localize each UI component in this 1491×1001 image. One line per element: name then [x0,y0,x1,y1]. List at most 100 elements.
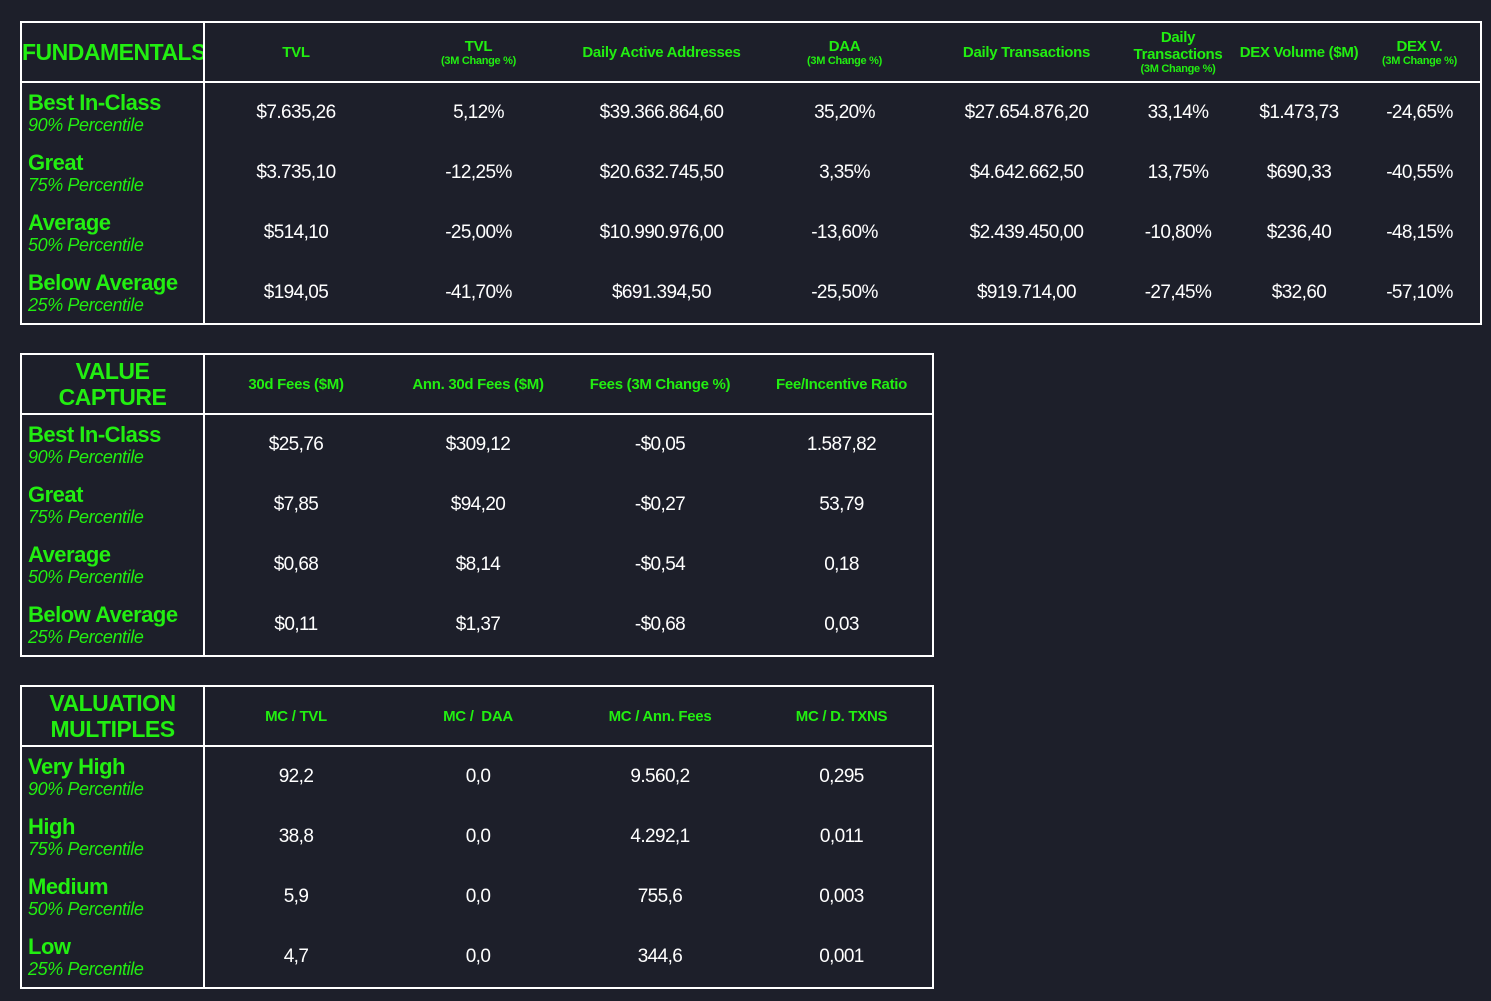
table-cell: 0,0 [465,946,491,967]
table-row: Average 50% Percentile $0,68 $8,14 -$0,54… [21,535,933,595]
valuation-multiples-header-row: VALUATION MULTIPLES MC / TVL MC / DAA MC… [21,686,933,746]
table-cell: 0,18 [824,554,859,575]
table-cell: -41,70% [445,282,512,303]
value-capture-title: VALUE CAPTURE [21,354,205,414]
table-cell: -$0,05 [634,434,686,455]
table-cell: $309,12 [445,434,511,455]
row-label: Below Average 25% Percentile [21,595,205,656]
column-header: Fee/Incentive Ratio [775,375,907,393]
row-label: Best In-Class 90% Percentile [21,82,205,143]
column-header: MC / Ann. Fees [608,707,712,725]
column-header: Daily Transactions (3M Change %) [1133,29,1223,75]
table-cell: $32,60 [1271,282,1327,303]
column-header: TVL [282,43,310,61]
table-cell: $2.439.450,00 [969,222,1084,243]
table-cell: 0,0 [465,886,491,907]
table-row: Great 75% Percentile $3.735,10 -12,25% $2… [21,143,1481,203]
table-row: Best In-Class 90% Percentile $25,76 $309,… [21,414,933,475]
table-cell: 53,79 [819,494,864,515]
table-row: High 75% Percentile 38,8 0,0 4.292,1 0,01… [21,807,933,867]
table-cell: $20.632.745,50 [599,162,724,183]
value-capture-table: VALUE CAPTURE 30d Fees ($M) Ann. 30d Fee… [20,353,934,657]
table-cell: -10,80% [1144,222,1212,243]
table-cell: -48,15% [1386,222,1453,243]
table-cell: 13,75% [1147,162,1209,183]
row-label: High 75% Percentile [21,807,205,867]
fundamentals-header-row: FUNDAMENTALS TVL TVL (3M Change %) Daily … [21,22,1481,82]
table-cell: 4.292,1 [630,826,690,847]
table-cell: 0,0 [465,766,491,787]
table-cell: $25,76 [268,434,324,455]
table-row: Great 75% Percentile $7,85 $94,20 -$0,27 … [21,475,933,535]
fundamentals-table: FUNDAMENTALS TVL TVL (3M Change %) Daily … [20,21,1482,325]
table-cell: 0,0 [465,826,491,847]
column-header: Ann. 30d Fees ($M) [412,375,544,393]
table-cell: 3,35% [819,162,870,183]
table-cell: $0,68 [273,554,319,575]
table-cell: $39.366.864,60 [599,102,724,123]
valuation-multiples-table: VALUATION MULTIPLES MC / TVL MC / DAA MC… [20,685,934,989]
table-cell: 9.560,2 [630,766,690,787]
column-header: Daily Transactions [962,43,1091,61]
table-cell: $691.394,50 [611,282,712,303]
table-cell: 38,8 [278,826,314,847]
table-cell: $690,33 [1266,162,1332,183]
table-cell: -$0,27 [634,494,686,515]
value-capture-header-row: VALUE CAPTURE 30d Fees ($M) Ann. 30d Fee… [21,354,933,414]
column-header: DAA (3M Change %) [807,37,882,67]
table-cell: -13,60% [811,222,878,243]
table-cell: $514,10 [263,222,329,243]
table-cell: 0,295 [819,766,864,787]
table-cell: $94,20 [450,494,506,515]
table-cell: -25,00% [445,222,512,243]
table-cell: -12,25% [445,162,512,183]
table-cell: $4.642.662,50 [969,162,1084,183]
table-cell: 0,03 [824,614,859,635]
column-header: Daily Active Addresses [582,43,741,61]
table-cell: $919.714,00 [976,282,1077,303]
table-cell: 92,2 [278,766,314,787]
row-label: Great 75% Percentile [21,475,205,535]
table-row: Very High 90% Percentile 92,2 0,0 9.560,2… [21,746,933,807]
table-cell: $194,05 [263,282,329,303]
table-cell: $7,85 [273,494,319,515]
column-header: 30d Fees ($M) [248,375,344,393]
column-header: Fees (3M Change %) [589,375,731,393]
table-cell: 344,6 [637,946,683,967]
table-cell: -40,55% [1386,162,1453,183]
column-header: MC / DAA [443,707,513,725]
table-cell: $1,37 [455,614,501,635]
row-label: Medium 50% Percentile [21,867,205,927]
table-cell: -$0,68 [634,614,686,635]
column-header: DEX V. (3M Change %) [1382,37,1457,67]
table-cell: $3.735,10 [256,162,336,183]
table-row: Average 50% Percentile $514,10 -25,00% $1… [21,203,1481,263]
table-cell: 35,20% [814,102,875,123]
table-cell: $8,14 [455,554,501,575]
table-cell: -57,10% [1386,282,1453,303]
table-row: Below Average 25% Percentile $0,11 $1,37 … [21,595,933,656]
column-header: TVL (3M Change %) [441,37,516,67]
table-row: Medium 50% Percentile 5,9 0,0 755,6 0,003 [21,867,933,927]
table-cell: 755,6 [637,886,683,907]
table-cell: $10.990.976,00 [599,222,724,243]
table-cell: -25,50% [811,282,878,303]
column-header: MC / TVL [265,707,327,725]
table-cell: $0,11 [274,614,318,635]
row-label: Average 50% Percentile [21,535,205,595]
table-cell: -27,45% [1144,282,1212,303]
table-cell: -$0,54 [634,554,686,575]
row-label: Average 50% Percentile [21,203,205,263]
table-cell: $1.473,73 [1259,102,1339,123]
table-cell: 4,7 [283,946,309,967]
table-cell: $27.654.876,20 [964,102,1089,123]
table-cell: 0,011 [819,826,864,847]
table-cell: 5,12% [453,102,504,123]
table-cell: $236,40 [1266,222,1332,243]
table-cell: -24,65% [1386,102,1453,123]
table-cell: 0,001 [819,946,864,967]
table-row: Best In-Class 90% Percentile $7.635,26 5,… [21,82,1481,143]
row-label: Great 75% Percentile [21,143,205,203]
column-header: MC / D. TXNS [795,707,888,725]
table-cell: 5,9 [283,886,309,907]
